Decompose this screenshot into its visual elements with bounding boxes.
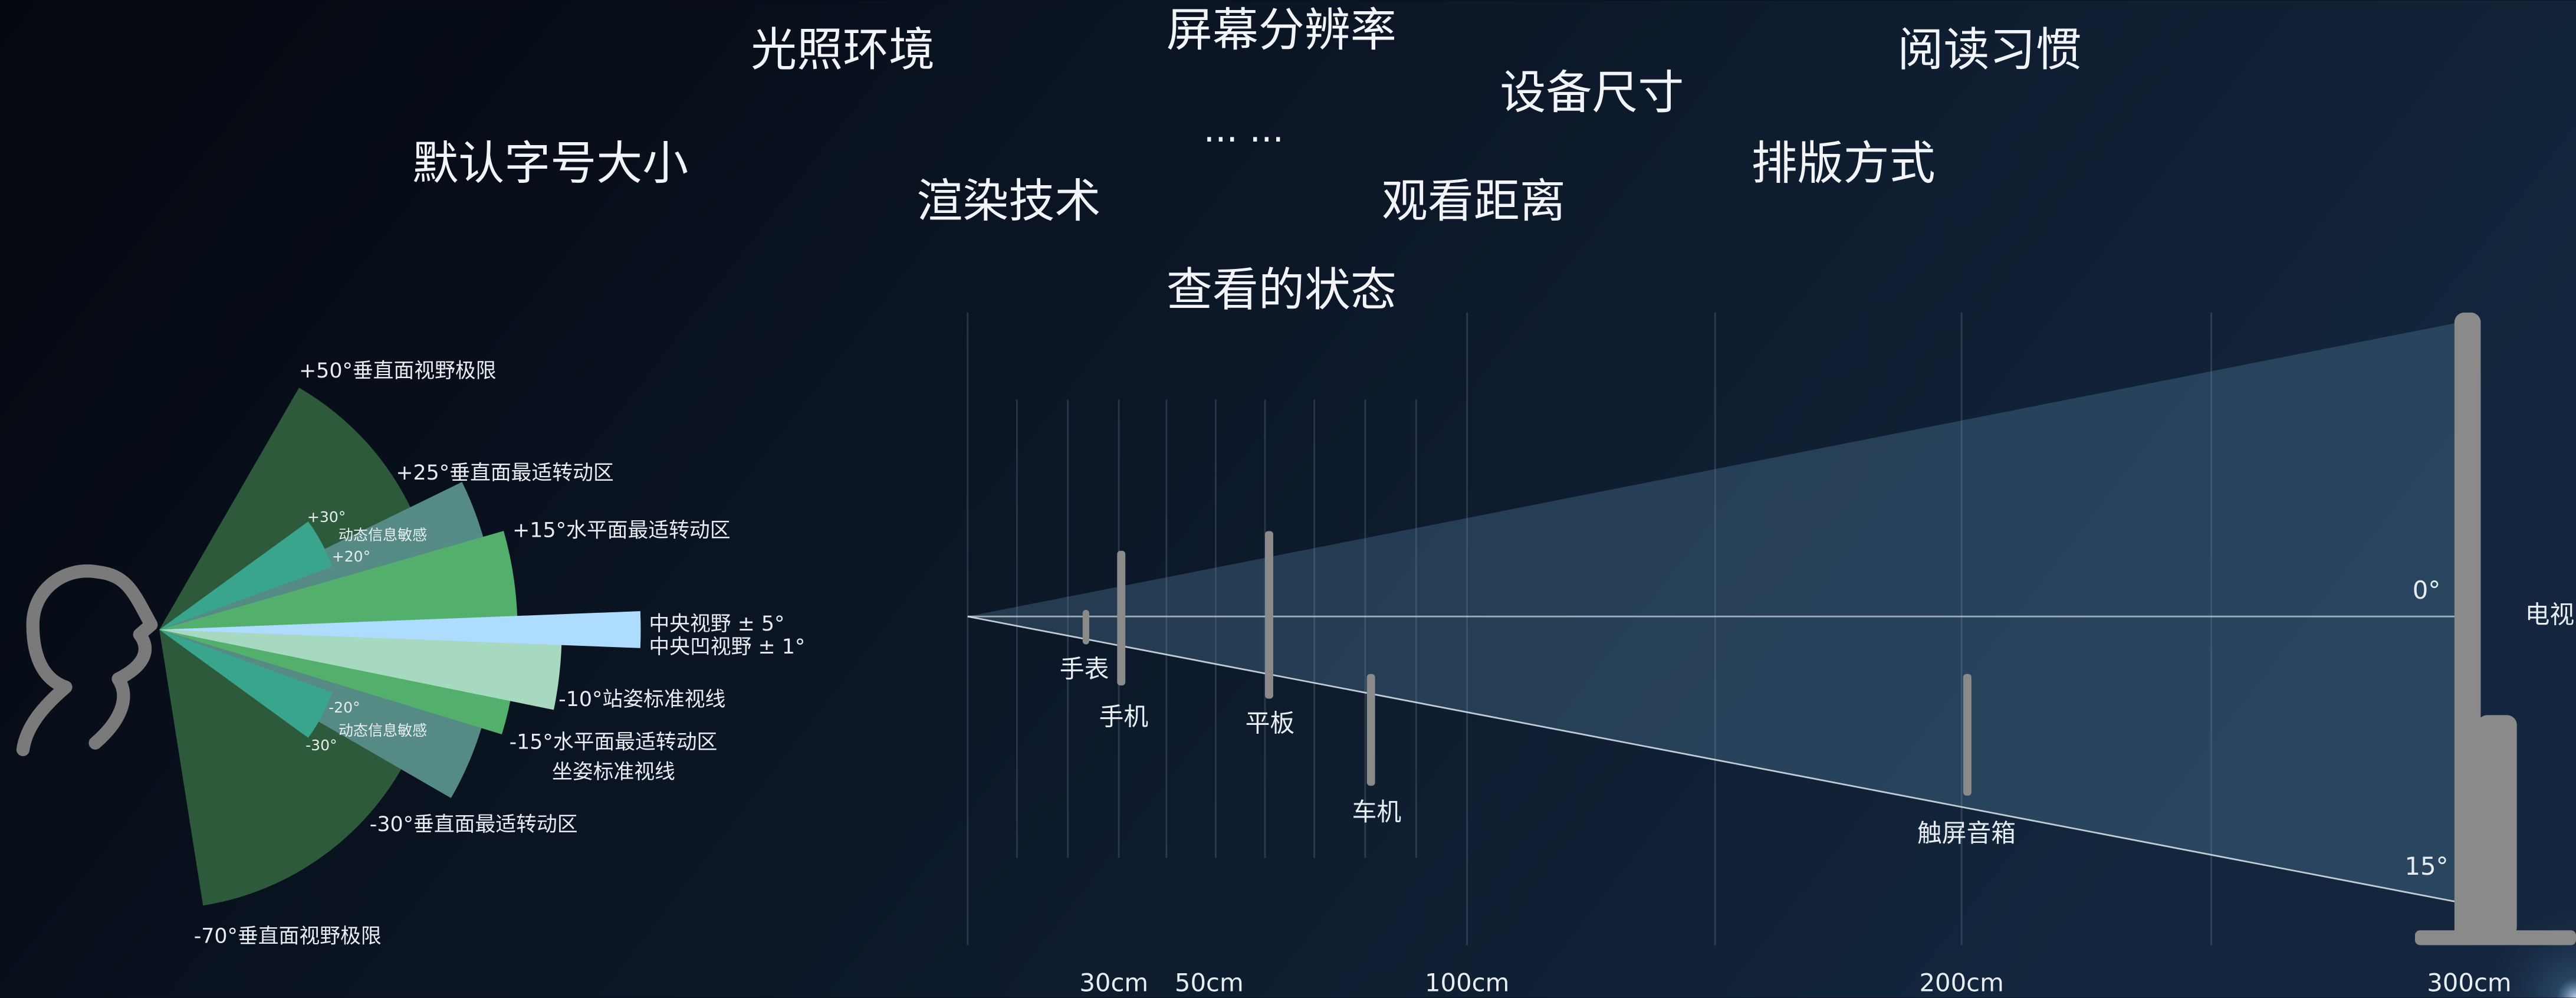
angle-label: 0° [2413, 576, 2440, 605]
tv-screen [2454, 312, 2481, 946]
factor: 阅读习惯 [1897, 24, 2081, 77]
distance-label: 50cm [1175, 969, 1244, 997]
vision-label: +20° [332, 548, 370, 565]
device-label: 触屏音箱 [1917, 819, 2016, 848]
vision-label: -30°垂直面最适转动区 [370, 813, 578, 836]
vision-label: -20° [328, 699, 360, 716]
vision-wedge [159, 629, 562, 710]
factors: 光照环境 屏幕分辨率 阅读习惯 设备尺寸 默认字号大小 ... ... 排版方式… [412, 4, 2081, 317]
device-bar [1082, 610, 1089, 645]
device-bar [1963, 674, 1972, 796]
device-label: 手表 [1060, 655, 1109, 684]
vision-label: -30° [305, 737, 337, 754]
vision-label: -10°站姿标准视线 [558, 688, 725, 711]
factor: 观看距离 [1382, 175, 1566, 228]
vision-fan [159, 388, 641, 906]
fifteen-line [967, 615, 2460, 904]
factor: 查看的状态 [1167, 264, 1397, 317]
vision-label: +25°垂直面最适转动区 [396, 461, 613, 485]
head-icon [16, 564, 158, 756]
distance-diagram: 手表 手机 平板 车机 触屏音箱 电视 0° 15° 30cm 50cm 100… [967, 312, 2576, 997]
vision-label: -70°垂直面视野极限 [194, 924, 382, 948]
device-bar [1117, 550, 1126, 686]
tv-stand [2477, 715, 2517, 937]
device-bar [1265, 531, 1273, 699]
vision-label: +50°垂直面视野极限 [299, 359, 497, 383]
vision-label: 动态信息敏感 [339, 722, 427, 739]
device-bar [1366, 674, 1375, 786]
view-cone [967, 322, 2460, 902]
vision-label: 中央凹视野 ± 1° [649, 635, 805, 659]
vision-wedge [159, 521, 333, 630]
distance-label: 30cm [1079, 969, 1148, 997]
vision-label: -15°水平面最适转动区 [510, 731, 718, 754]
device-label: 手机 [1099, 702, 1149, 731]
vision-label: 坐姿标准视线 [552, 760, 675, 784]
vision-label: +30° [307, 508, 346, 526]
device-label: 车机 [1352, 797, 1402, 826]
factor: ... ... [1204, 109, 1284, 150]
factor: 光照环境 [751, 24, 935, 77]
vision-labels: +50°垂直面视野极限 +25°垂直面最适转动区 +30° 动态信息敏感 +20… [194, 359, 806, 948]
angle-label: 15° [2404, 852, 2448, 881]
tv-base [2415, 930, 2576, 946]
factor: 渲染技术 [916, 175, 1100, 228]
factor: 屏幕分辨率 [1167, 4, 1397, 57]
vision-label: 中央视野 ± 5° [649, 612, 784, 636]
device-label: 电视 [2525, 600, 2575, 629]
vision-label: +15°水平面最适转动区 [512, 518, 730, 542]
vision-wedge [159, 629, 333, 738]
device-label: 平板 [1246, 709, 1295, 738]
distance-label: 100cm [1425, 969, 1509, 997]
vision-label: 动态信息敏感 [339, 527, 427, 544]
factor: 排版方式 [1752, 137, 1936, 190]
distance-label: 200cm [1919, 969, 2003, 997]
factor: 默认字号大小 [412, 137, 688, 190]
grid [967, 312, 2212, 946]
distance-label: 300cm [2427, 969, 2511, 997]
factor: 设备尺寸 [1500, 67, 1684, 120]
vision-wedge [159, 611, 641, 648]
